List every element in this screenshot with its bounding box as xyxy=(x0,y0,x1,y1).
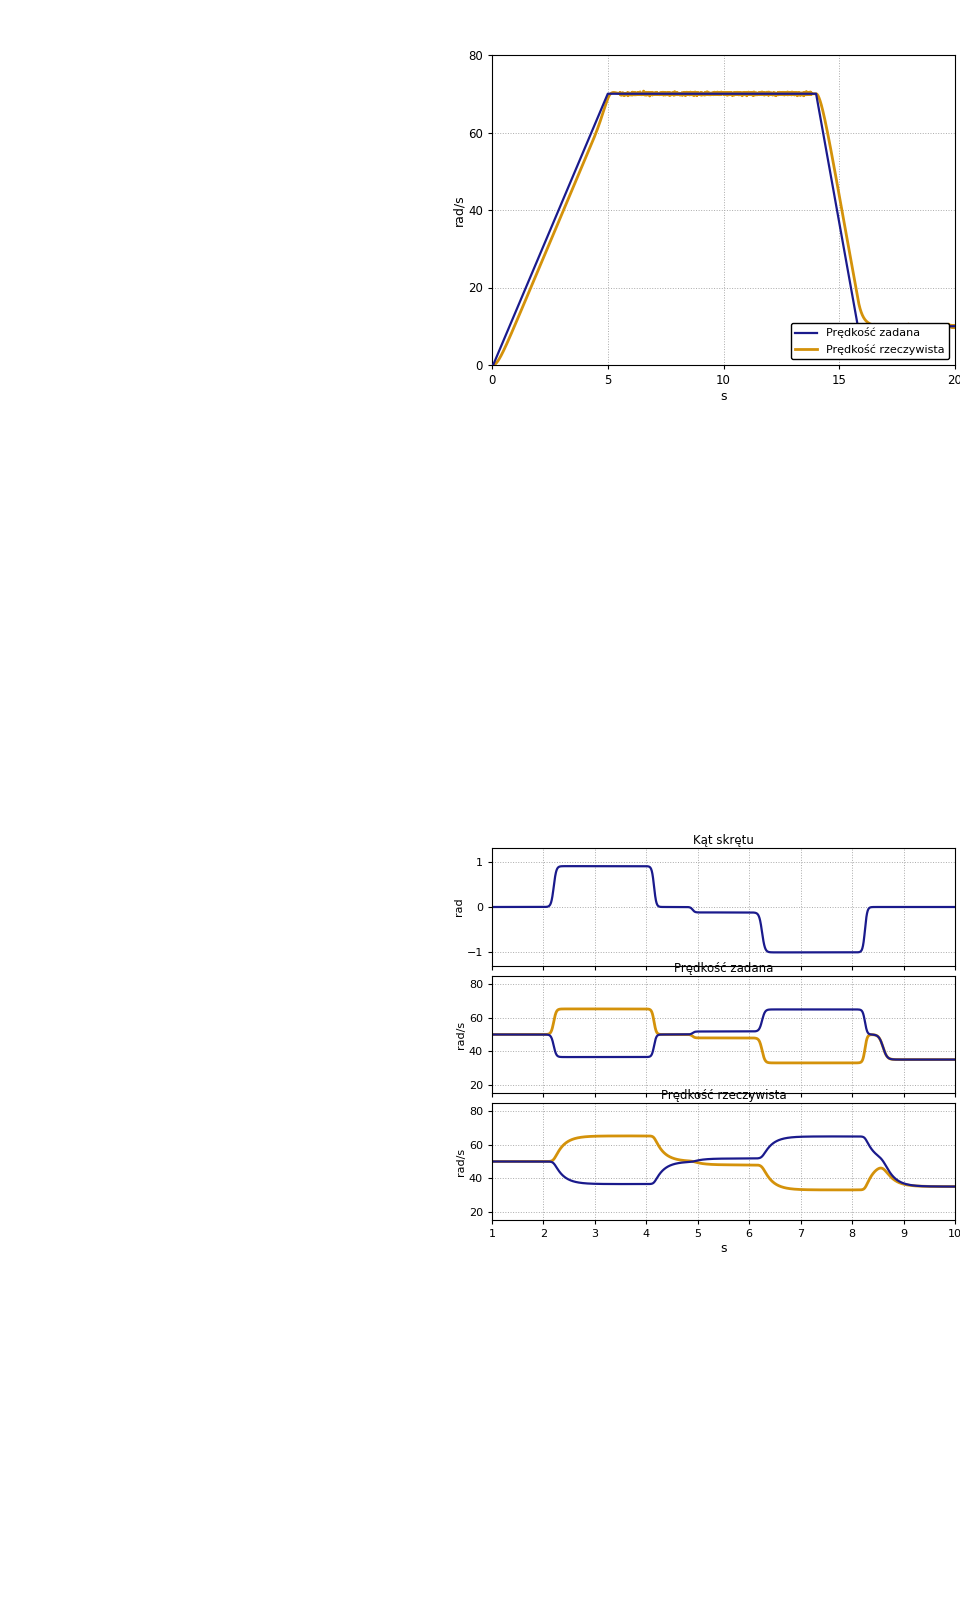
Line: Prędkość zadana: Prędkość zadana xyxy=(492,94,955,365)
Prędkość rzeczywista xyxy=(707,84,718,103)
Prędkość zadana xyxy=(823,154,834,173)
Y-axis label: rad: rad xyxy=(454,897,464,916)
Y-axis label: rad/s: rad/s xyxy=(456,1147,466,1175)
Prędkość zadana xyxy=(681,84,692,103)
X-axis label: s: s xyxy=(720,1241,727,1254)
Prędkość zadana xyxy=(486,356,497,375)
Y-axis label: rad/s: rad/s xyxy=(456,1020,466,1049)
Prędkość zadana xyxy=(935,317,947,336)
Prędkość rzeczywista xyxy=(949,317,960,336)
Title: Prędkość rzeczywista: Prędkość rzeczywista xyxy=(660,1089,786,1102)
Prędkość rzeczywista xyxy=(486,356,497,375)
Prędkość zadana xyxy=(912,317,924,336)
Legend: Prędkość zadana, Prędkość rzeczywista: Prędkość zadana, Prędkość rzeczywista xyxy=(791,323,949,359)
Line: Prędkość rzeczywista: Prędkość rzeczywista xyxy=(492,90,955,365)
Prędkość rzeczywista xyxy=(935,317,947,336)
Prędkość zadana xyxy=(707,84,718,103)
Prędkość zadana xyxy=(602,84,613,103)
Prędkość zadana xyxy=(684,84,696,103)
Prędkość rzeczywista xyxy=(684,84,696,103)
Title: Kąt skrętu: Kąt skrętu xyxy=(693,834,754,847)
Prędkość rzeczywista xyxy=(681,84,692,103)
X-axis label: s: s xyxy=(720,389,727,402)
Prędkość rzeczywista xyxy=(823,128,834,147)
Prędkość rzeczywista xyxy=(912,317,924,336)
Y-axis label: rad/s: rad/s xyxy=(452,194,466,226)
Prędkość zadana xyxy=(949,317,960,336)
Prędkość rzeczywista xyxy=(637,81,649,100)
Title: Prędkość zadana: Prędkość zadana xyxy=(674,962,773,974)
